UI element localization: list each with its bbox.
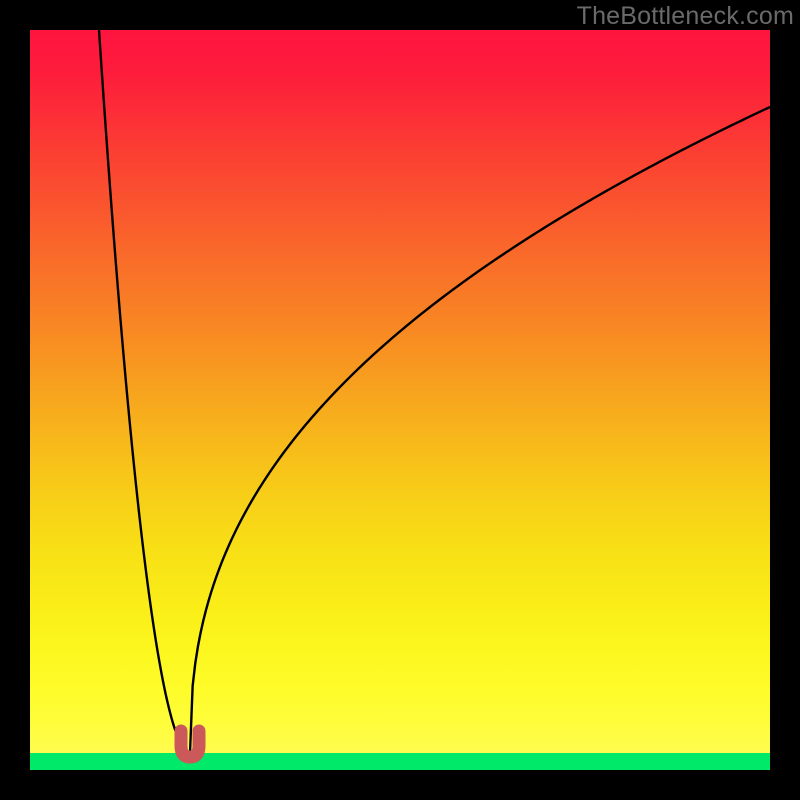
green-band bbox=[30, 753, 770, 770]
gradient-background bbox=[30, 30, 770, 753]
watermark-text: TheBottleneck.com bbox=[577, 2, 794, 31]
figure-root: TheBottleneck.com bbox=[0, 0, 800, 800]
plot-svg bbox=[0, 0, 800, 800]
